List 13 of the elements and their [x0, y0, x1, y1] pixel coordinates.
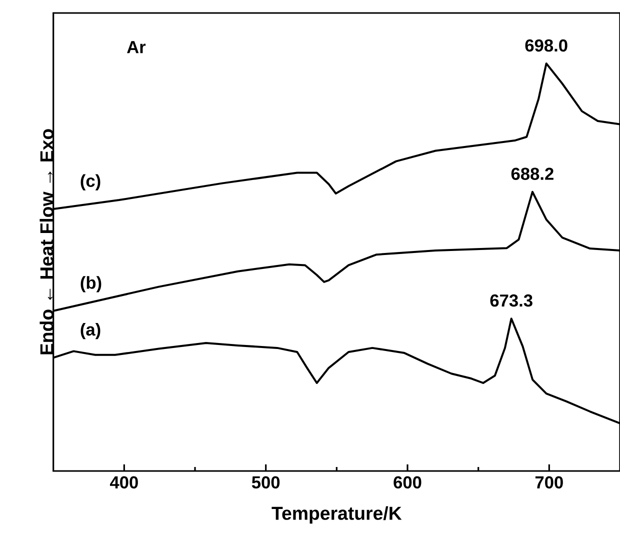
x-tick-label: 700 [535, 476, 563, 489]
annotation: 673.3 [490, 294, 532, 307]
text: Ar [127, 41, 146, 54]
x-tick-label: 600 [394, 476, 422, 489]
series-label: (b) [80, 276, 102, 292]
x-tick-label: 400 [110, 476, 138, 489]
annotation: 688.2 [511, 168, 554, 180]
annotation: 698.0 [525, 39, 568, 52]
series-label: (c) [80, 174, 100, 190]
x-tick-label: 500 [252, 476, 280, 489]
y-axis-title: Endo ← Heat Flow → Exo [40, 129, 54, 354]
series-label: (a) [80, 322, 100, 340]
x-axis-title: Temperature/K [272, 506, 402, 524]
